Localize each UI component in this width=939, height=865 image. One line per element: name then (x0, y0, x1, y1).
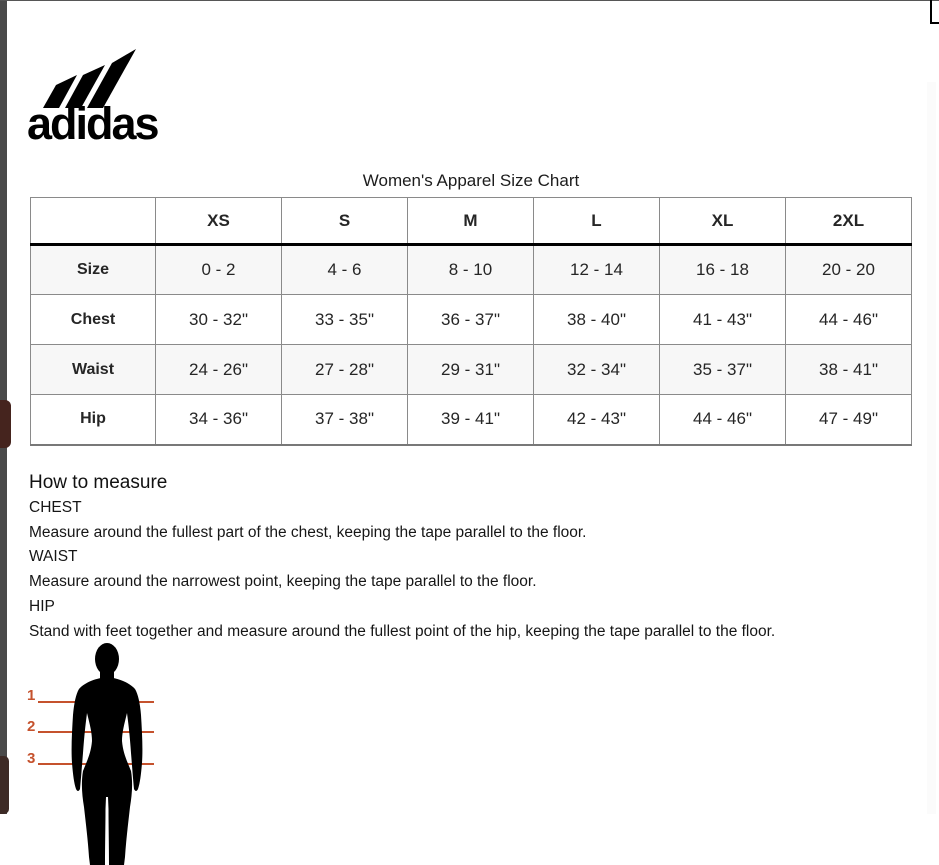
size-cell: 44 - 46" (659, 394, 786, 445)
column-header-2xl: 2XL (785, 197, 912, 246)
size-cell: 30 - 32" (155, 294, 282, 345)
row-label: Size (30, 244, 156, 295)
waist-marker-label: 2 (27, 718, 36, 735)
table-row-hip: Hip 34 - 36" 37 - 38" 39 - 41" 42 - 43" … (30, 394, 912, 445)
table-row-size: Size 0 - 2 4 - 6 8 - 10 12 - 14 16 - 18 … (30, 244, 912, 295)
top-right-border-artifact (930, 0, 932, 24)
size-cell: 44 - 46" (785, 294, 912, 345)
size-cell: 38 - 40" (533, 294, 660, 345)
column-header-xl: XL (659, 197, 786, 246)
size-cell: 37 - 38" (281, 394, 408, 445)
header-row: XS S M L XL 2XL (30, 197, 912, 246)
adidas-logo: adidas (27, 45, 177, 149)
size-cell: 27 - 28" (281, 344, 408, 395)
measure-section-text: Stand with feet together and measure aro… (29, 622, 776, 640)
right-scroll-strip (927, 82, 936, 814)
size-cell: 42 - 43" (533, 394, 660, 445)
size-cell: 8 - 10 (407, 244, 534, 295)
table-row-waist: Waist 24 - 26" 27 - 28" 29 - 31" 32 - 34… (30, 344, 912, 395)
size-cell: 32 - 34" (533, 344, 660, 395)
how-to-measure-heading: How to measure (29, 472, 168, 493)
size-chart-table: XS S M L XL 2XL Size 0 - 2 4 - 6 8 - 10 … (30, 197, 912, 446)
table-row-chest: Chest 30 - 32" 33 - 35" 36 - 37" 38 - 40… (30, 294, 912, 345)
size-cell: 33 - 35" (281, 294, 408, 345)
column-header-s: S (281, 197, 408, 246)
size-cell: 24 - 26" (155, 344, 282, 395)
adidas-mark-icon (43, 49, 136, 108)
measure-section-text: Measure around the narrowest point, keep… (29, 573, 537, 591)
size-cell: 29 - 31" (407, 344, 534, 395)
size-cell: 47 - 49" (785, 394, 912, 445)
measure-section-label: CHEST (29, 499, 82, 516)
column-header-m: M (407, 197, 534, 246)
size-cell: 12 - 14 (533, 244, 660, 295)
column-header-l: L (533, 197, 660, 246)
size-cell: 4 - 6 (281, 244, 408, 295)
column-header-xs: XS (155, 197, 282, 246)
size-cell: 0 - 2 (155, 244, 282, 295)
header-empty-cell (30, 197, 156, 246)
measure-section-label: HIP (29, 597, 55, 615)
size-cell: 34 - 36" (155, 394, 282, 445)
size-cell: 20 - 20 (785, 244, 912, 295)
size-chart-title: Women's Apparel Size Chart (362, 171, 580, 190)
left-edge-image-fragment (0, 756, 9, 814)
size-cell: 39 - 41" (407, 394, 534, 445)
measure-section-text: Measure around the fullest part of the c… (29, 523, 587, 541)
how-to-measure-section: How to measure CHEST Measure around the … (29, 469, 924, 644)
top-right-border-artifact (930, 22, 939, 24)
size-cell: 35 - 37" (659, 344, 786, 395)
size-cell: 41 - 43" (659, 294, 786, 345)
size-cell: 38 - 41" (785, 344, 912, 395)
top-edge-hairline (0, 0, 939, 1)
row-label: Hip (30, 394, 156, 445)
row-label: Waist (30, 344, 156, 395)
body-silhouette-icon (71, 643, 143, 865)
adidas-wordmark: adidas (27, 98, 160, 149)
size-cell: 36 - 37" (407, 294, 534, 345)
chest-marker-label: 1 (27, 687, 36, 704)
left-edge-image-fragment (0, 400, 11, 448)
row-label: Chest (30, 294, 156, 345)
hip-marker-label: 3 (27, 750, 36, 767)
size-cell: 16 - 18 (659, 244, 786, 295)
measure-section-label: WAIST (29, 548, 78, 566)
